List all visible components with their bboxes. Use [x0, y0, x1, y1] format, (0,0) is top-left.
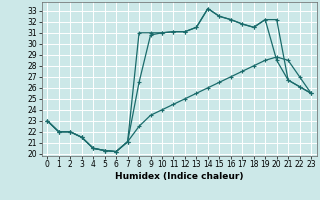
- X-axis label: Humidex (Indice chaleur): Humidex (Indice chaleur): [115, 172, 244, 181]
